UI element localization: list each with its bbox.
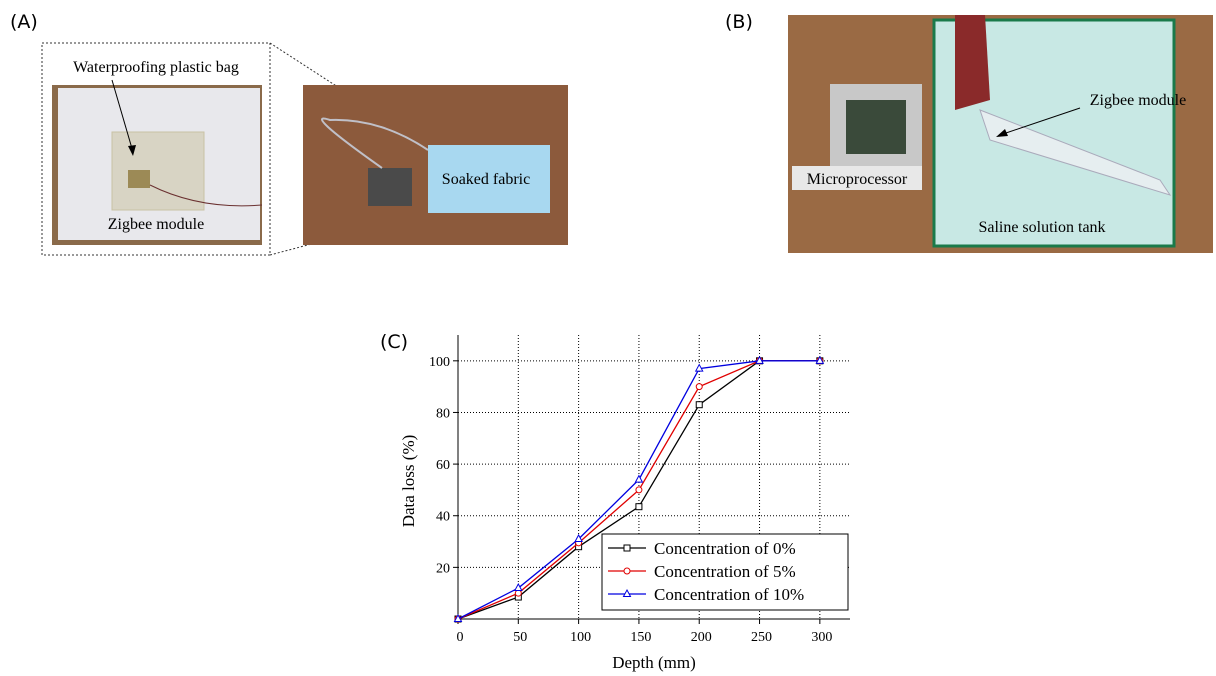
marker xyxy=(515,584,522,591)
y-tick-label: 80 xyxy=(436,406,450,421)
callout: Zigbee module xyxy=(1090,92,1186,109)
marker xyxy=(636,504,642,510)
y-tick-label: 20 xyxy=(436,561,450,576)
marker xyxy=(635,476,642,483)
plastic-bag xyxy=(112,132,204,210)
module xyxy=(128,170,150,188)
x-tick-label: 150 xyxy=(630,630,651,645)
y-axis-label: Data loss (%) xyxy=(399,435,418,528)
x-tick-label: 250 xyxy=(751,630,772,645)
panel-label: (A) xyxy=(10,11,38,33)
panel-label: (B) xyxy=(725,11,753,33)
figure: (A) Waterproofing plastic bag Zigbee mod… xyxy=(0,0,1216,676)
marker xyxy=(515,590,521,596)
legend-label: Concentration of 10% xyxy=(654,585,804,604)
x-tick-label: 50 xyxy=(513,630,527,645)
arm xyxy=(955,15,990,110)
marker xyxy=(624,568,630,574)
x-tick-label: 100 xyxy=(570,630,591,645)
callout: Soaked fabric xyxy=(442,171,530,188)
chart: 0 50 100 150 200 250 300 20 40 60 80 100 Depth (mm) D… xyxy=(399,335,850,672)
x-tick-label: 300 xyxy=(811,630,832,645)
board xyxy=(368,168,412,206)
marker xyxy=(624,545,630,551)
panel-label: (C) xyxy=(380,331,408,353)
y-tick-label: 60 xyxy=(436,458,450,473)
x-tick-label: 200 xyxy=(691,630,712,645)
marker xyxy=(696,384,702,390)
callout: Microprocessor xyxy=(807,171,908,188)
callout: Saline solution tank xyxy=(978,219,1105,236)
callout: Zigbee module xyxy=(108,216,204,233)
x-axis-label: Depth (mm) xyxy=(612,653,696,672)
x-tick-label: 0 xyxy=(457,630,464,645)
legend-label: Concentration of 0% xyxy=(654,539,796,558)
board xyxy=(846,100,906,154)
marker xyxy=(636,487,642,493)
callout: Waterproofing plastic bag xyxy=(73,59,239,76)
marker xyxy=(696,402,702,408)
y-tick-label: 100 xyxy=(429,355,450,370)
y-tick-label: 40 xyxy=(436,510,450,525)
legend-label: Concentration of 5% xyxy=(654,562,796,581)
